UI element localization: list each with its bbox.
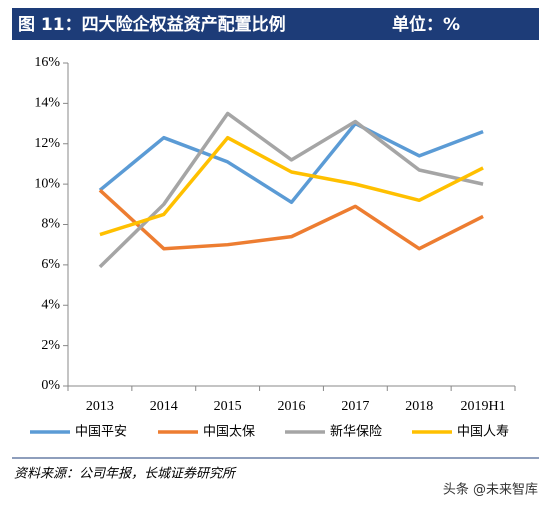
chart-title: 图 11：四大险企权益资产配置比例 <box>18 14 286 35</box>
x-tick-label: 2016 <box>278 399 306 414</box>
x-tick-label: 2013 <box>86 399 114 414</box>
y-tick-label: 12% <box>34 136 60 151</box>
y-tick-label: 2% <box>41 338 60 353</box>
y-tick-label: 8% <box>41 217 60 232</box>
x-tick-label: 2018 <box>405 399 433 414</box>
title-bar <box>12 8 539 40</box>
x-tick-label: 2017 <box>341 399 369 414</box>
source-note: 资料来源：公司年报，长城证券研究所 <box>14 466 237 482</box>
y-tick-label: 10% <box>34 176 60 191</box>
unit-label: 单位：% <box>392 14 460 35</box>
legend-label: 中国太保 <box>203 425 255 440</box>
series-line <box>98 111 484 269</box>
y-tick-label: 16% <box>34 55 60 70</box>
watermark: 头条 @未来智库 <box>443 482 538 498</box>
series-line <box>99 135 484 237</box>
series-line <box>98 188 484 251</box>
x-tick-label: 2019H1 <box>461 399 506 414</box>
x-tick-label: 2015 <box>214 399 242 414</box>
y-tick-label: 0% <box>41 378 60 393</box>
y-tick-label: 4% <box>41 297 60 312</box>
y-tick-label: 14% <box>34 96 60 111</box>
series-line <box>98 121 484 205</box>
legend-label: 中国平安 <box>75 425 127 440</box>
y-tick-label: 6% <box>41 257 60 272</box>
legend-label: 中国人寿 <box>457 425 509 440</box>
legend-label: 新华保险 <box>330 424 382 440</box>
x-tick-label: 2014 <box>150 399 178 414</box>
